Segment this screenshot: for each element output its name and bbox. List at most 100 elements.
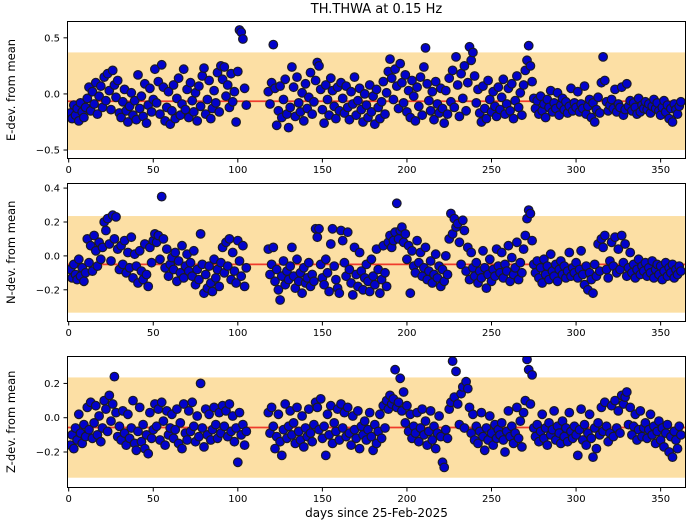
- data-point: [564, 247, 575, 258]
- data-point: [393, 397, 404, 408]
- data-point: [146, 433, 157, 444]
- data-point: [101, 404, 111, 414]
- data-point: [346, 86, 357, 97]
- data-point: [390, 364, 401, 375]
- data-point: [579, 81, 590, 91]
- data-point: [420, 416, 431, 426]
- data-point: [430, 443, 441, 454]
- x-tick-label: 350: [651, 494, 670, 505]
- data-point: [275, 295, 286, 305]
- data-point: [156, 59, 167, 70]
- data-point: [459, 61, 470, 71]
- data-point: [106, 104, 116, 115]
- data-point: [286, 242, 297, 253]
- data-point: [506, 78, 517, 89]
- data-point: [576, 404, 586, 414]
- data-point: [589, 117, 600, 127]
- data-point: [572, 450, 583, 461]
- data-point: [334, 288, 345, 299]
- data-point: [297, 411, 308, 421]
- data-point: [111, 212, 121, 222]
- data-point: [588, 452, 598, 462]
- data-point: [434, 411, 445, 421]
- data-point: [293, 97, 304, 108]
- data-point: [395, 58, 406, 69]
- data-point: [192, 411, 203, 421]
- data-point: [635, 406, 646, 416]
- data-point: [452, 80, 463, 90]
- data-point: [337, 423, 348, 433]
- data-point: [143, 281, 154, 292]
- x-tick-label: 0: [66, 328, 72, 339]
- data-point: [229, 266, 240, 276]
- data-point: [163, 86, 174, 97]
- data-point: [116, 112, 126, 123]
- data-point: [459, 423, 470, 433]
- data-point: [177, 443, 187, 454]
- data-point: [95, 81, 106, 91]
- data-point: [621, 387, 632, 397]
- data-point: [210, 97, 221, 108]
- data-point: [410, 115, 421, 126]
- panel-z-dev: 0 50 100 150 200 250 300 350 −0.2 0.0 0.2: [36, 356, 686, 505]
- data-point: [283, 122, 294, 133]
- data-point: [427, 435, 438, 445]
- data-point: [202, 94, 213, 105]
- data-point: [430, 76, 441, 87]
- data-point: [599, 75, 610, 86]
- data-point: [278, 256, 289, 266]
- points-group: [67, 356, 686, 473]
- data-point: [111, 92, 121, 103]
- y-tick-label: 0.2: [44, 379, 60, 390]
- data-point: [621, 78, 632, 89]
- data-point: [508, 113, 519, 124]
- data-point: [518, 407, 529, 418]
- data-point: [205, 113, 216, 124]
- data-point: [126, 232, 137, 243]
- data-point: [314, 223, 324, 234]
- data-point: [576, 245, 586, 256]
- y-tick-label: 0.4: [44, 184, 60, 195]
- data-point: [484, 254, 495, 265]
- data-point: [241, 262, 252, 273]
- data-point: [178, 64, 189, 75]
- data-point: [327, 223, 338, 234]
- data-point: [234, 256, 245, 266]
- data-point: [320, 80, 331, 90]
- data-point: [133, 426, 143, 437]
- data-point: [270, 443, 280, 454]
- data-point: [471, 257, 482, 268]
- data-point: [144, 407, 155, 418]
- data-point: [359, 416, 370, 426]
- data-point: [616, 230, 627, 241]
- x-tick-label: 200: [397, 494, 416, 505]
- data-point: [84, 424, 94, 435]
- data-point: [95, 254, 106, 265]
- data-point: [594, 108, 605, 118]
- data-point: [337, 93, 348, 104]
- y-tick-label: 0.0: [44, 251, 60, 262]
- data-point: [109, 234, 120, 244]
- data-point: [481, 283, 492, 293]
- data-point: [476, 407, 487, 418]
- data-point: [354, 247, 365, 258]
- data-point: [231, 278, 242, 288]
- data-point: [420, 42, 431, 53]
- data-point: [134, 245, 145, 256]
- data-point: [364, 80, 375, 90]
- x-tick-label: 150: [313, 494, 332, 505]
- points-group: [67, 191, 686, 305]
- data-point: [273, 409, 284, 420]
- data-point: [109, 371, 120, 382]
- data-point: [241, 426, 252, 437]
- data-point: [322, 409, 333, 420]
- data-point: [136, 91, 147, 102]
- x-tick-label: 250: [482, 328, 501, 339]
- data-point: [265, 269, 275, 280]
- data-point: [483, 75, 494, 86]
- data-point: [459, 225, 470, 236]
- data-point: [219, 62, 230, 72]
- data-point: [89, 99, 99, 109]
- data-point: [672, 109, 683, 119]
- y-tick-label: 0.5: [44, 33, 60, 44]
